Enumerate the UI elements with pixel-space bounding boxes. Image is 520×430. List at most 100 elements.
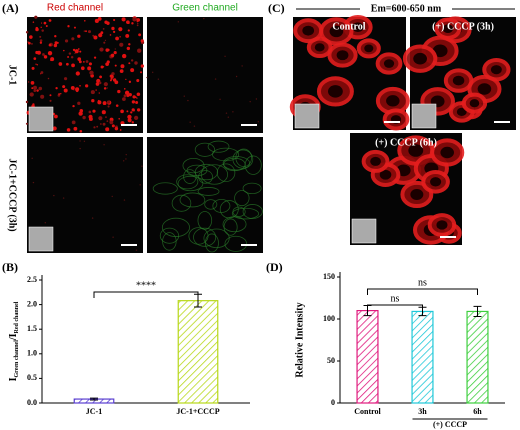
signal <box>29 92 34 97</box>
signal <box>197 187 220 196</box>
image-label: (+) CCCP (3h) <box>432 21 494 32</box>
signal <box>54 41 58 45</box>
signal <box>183 169 197 184</box>
nucleus <box>352 22 364 33</box>
nucleus <box>379 169 392 180</box>
signal <box>36 89 39 92</box>
signal <box>241 65 243 67</box>
signal <box>79 129 83 133</box>
signal <box>126 110 129 113</box>
signal <box>74 49 79 54</box>
signal <box>30 80 35 85</box>
signal <box>232 111 234 113</box>
panel-label: (A) <box>2 1 19 15</box>
signal <box>83 140 86 143</box>
signal <box>65 62 69 66</box>
nucleus <box>477 83 492 95</box>
signal <box>119 129 122 131</box>
signal <box>99 47 104 52</box>
signal <box>71 63 75 68</box>
signal <box>63 88 68 93</box>
significance-label: **** <box>136 280 156 291</box>
nucleus <box>329 25 344 38</box>
signal <box>110 53 115 58</box>
signal <box>28 81 30 83</box>
signal <box>49 19 52 22</box>
signal <box>33 57 37 60</box>
y-tick-label: 0.5 <box>27 373 37 382</box>
y-tick-label: 2.0 <box>27 299 37 308</box>
signal <box>73 126 78 131</box>
significance-bracket <box>367 288 478 295</box>
nucleus <box>328 85 343 98</box>
y-tick-label: 1.0 <box>27 349 37 358</box>
signal <box>132 95 136 99</box>
signal <box>91 99 95 103</box>
signal <box>193 125 196 127</box>
signal <box>102 27 105 30</box>
signal <box>117 89 121 94</box>
signal <box>189 121 191 123</box>
signal <box>98 116 103 121</box>
signal <box>90 90 95 95</box>
nucleus <box>469 99 480 108</box>
nucleus <box>413 52 427 65</box>
signal <box>131 121 134 124</box>
signal <box>31 66 35 70</box>
signal <box>214 78 217 80</box>
y-tick-label: 100 <box>323 314 335 323</box>
signal <box>187 99 189 102</box>
signal <box>83 61 85 63</box>
signal <box>103 144 105 146</box>
signal <box>94 18 99 23</box>
signal <box>232 206 246 217</box>
signal <box>131 108 135 112</box>
y-tick-label: 0 <box>331 398 335 407</box>
inset <box>28 106 54 132</box>
y-axis-title: Relative Intensity <box>294 302 305 377</box>
signal <box>222 216 247 233</box>
signal <box>106 120 109 123</box>
signal <box>77 48 80 50</box>
signal <box>50 57 55 62</box>
signal <box>39 39 43 42</box>
signal <box>32 181 35 184</box>
signal <box>77 101 81 105</box>
signal <box>128 62 131 65</box>
signal <box>127 118 132 123</box>
signal <box>79 140 81 142</box>
signal <box>43 55 48 59</box>
signal <box>130 111 133 114</box>
signal <box>146 76 148 79</box>
signal <box>171 194 192 212</box>
signal <box>235 148 253 167</box>
signal <box>183 95 185 97</box>
inset <box>28 226 54 252</box>
signal <box>119 69 124 74</box>
signal <box>125 158 127 160</box>
signal <box>60 93 62 95</box>
signal <box>74 52 76 55</box>
signal <box>133 115 139 121</box>
y-axis-title-part: I <box>8 377 19 381</box>
signal <box>121 17 126 22</box>
signal <box>111 195 113 198</box>
signal <box>42 53 45 56</box>
y-axis-title: IGreen channel/IRed channel <box>8 301 20 381</box>
image-label: (+) CCCP (6h) <box>375 137 437 148</box>
signal <box>204 199 218 210</box>
signal <box>140 64 144 68</box>
signal <box>78 60 82 64</box>
signal <box>122 53 127 59</box>
signal <box>135 100 139 104</box>
signal <box>62 197 65 199</box>
signal <box>35 50 39 55</box>
signal <box>135 249 138 251</box>
signal <box>204 233 219 253</box>
inset <box>351 218 377 244</box>
signal <box>88 62 92 66</box>
signal <box>176 174 199 190</box>
signal <box>216 163 236 183</box>
inset <box>294 103 320 129</box>
